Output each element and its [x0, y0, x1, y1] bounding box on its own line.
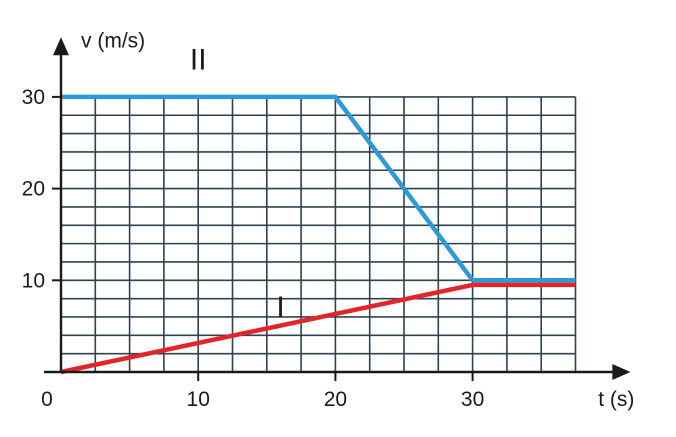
series-line-i — [60, 282, 576, 375]
x-tick-label: 10 — [187, 388, 210, 411]
ticks: 10 20 30 10 20 30 — [22, 86, 485, 411]
x-tick-label: 20 — [324, 388, 347, 411]
series-label-ii: II — [190, 43, 207, 76]
x-axis-title: t (s) — [598, 388, 634, 411]
grid — [60, 96, 577, 373]
x-axis-arrowhead — [612, 364, 631, 380]
series-lines — [60, 94, 576, 375]
x-tick-label: 30 — [461, 388, 484, 411]
origin-label: 0 — [41, 388, 53, 411]
series-label-i: I — [276, 291, 284, 324]
y-tick-label: 20 — [22, 178, 45, 201]
y-tick-label: 30 — [22, 86, 45, 109]
labels: t (s) v (m/s) 0 III — [41, 29, 634, 411]
series-line-ii — [61, 94, 576, 283]
y-axis-title: v (m/s) — [81, 29, 145, 52]
axes — [44, 37, 631, 380]
y-tick-label: 10 — [22, 269, 45, 292]
y-axis-arrowhead — [53, 37, 69, 56]
